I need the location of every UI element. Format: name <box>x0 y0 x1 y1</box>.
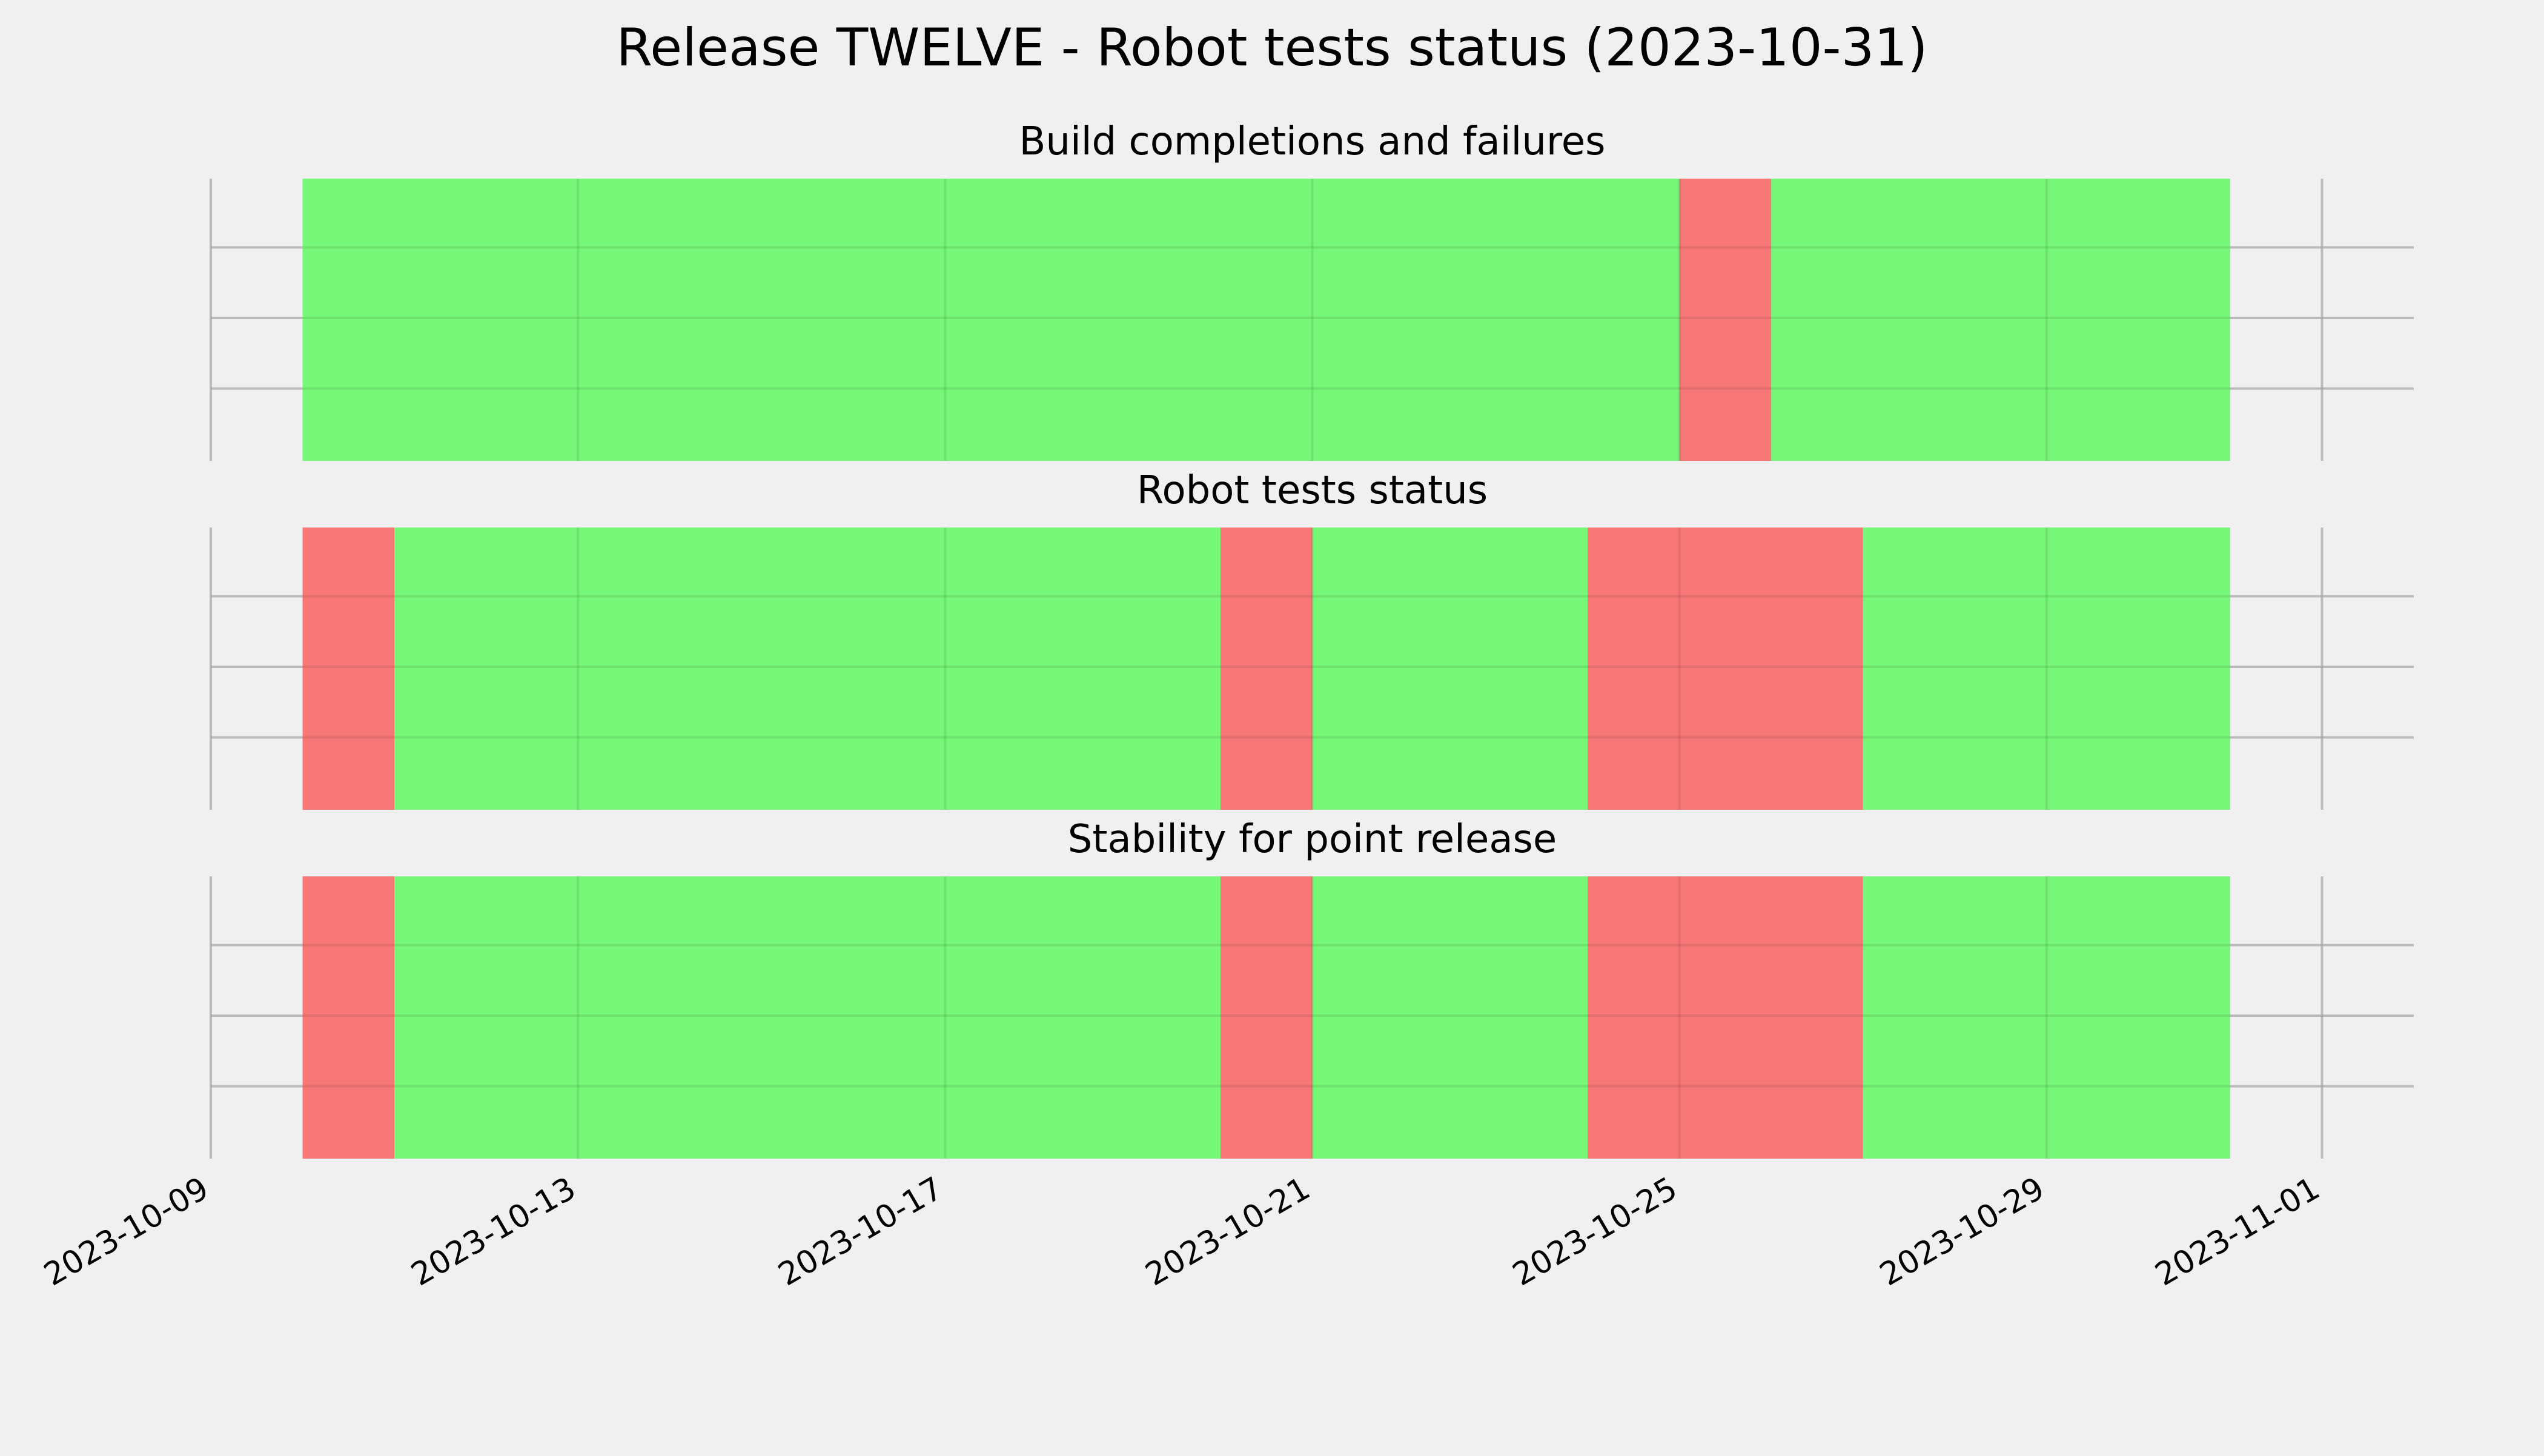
status-segment-pass <box>1863 528 2230 810</box>
chart-title: Release TWELVE - Robot tests status (202… <box>616 18 1927 78</box>
status-segment-pass <box>1312 876 1588 1159</box>
x-tick-label: 2023-10-21 <box>1139 1170 1316 1293</box>
status-segment-fail <box>1220 876 1313 1159</box>
status-segment-pass <box>302 179 1680 461</box>
x-tick-label: 2023-11-01 <box>2149 1170 2326 1293</box>
status-segment-pass <box>394 528 1221 810</box>
status-segment-fail <box>302 876 395 1159</box>
status-segment-fail <box>1220 528 1313 810</box>
x-tick-label: 2023-10-29 <box>1874 1170 2051 1293</box>
panel-title: Stability for point release <box>1068 817 1557 862</box>
status-segment-pass <box>1312 528 1588 810</box>
x-tick-label: 2023-10-13 <box>405 1170 582 1293</box>
x-tick-label: 2023-10-09 <box>38 1170 215 1293</box>
x-tick-label: 2023-10-25 <box>1506 1170 1683 1293</box>
panel-title: Robot tests status <box>1137 468 1488 513</box>
status-segment-fail <box>1679 179 1772 461</box>
x-tick-label: 2023-10-17 <box>772 1170 949 1293</box>
status-segment-fail <box>1588 528 1863 810</box>
status-segment-pass <box>1863 876 2230 1159</box>
status-segment-fail <box>302 528 395 810</box>
status-segment-pass <box>394 876 1221 1159</box>
panel-title: Build completions and failures <box>1019 119 1606 164</box>
status-segment-fail <box>1588 876 1863 1159</box>
status-segment-pass <box>1771 179 2230 461</box>
